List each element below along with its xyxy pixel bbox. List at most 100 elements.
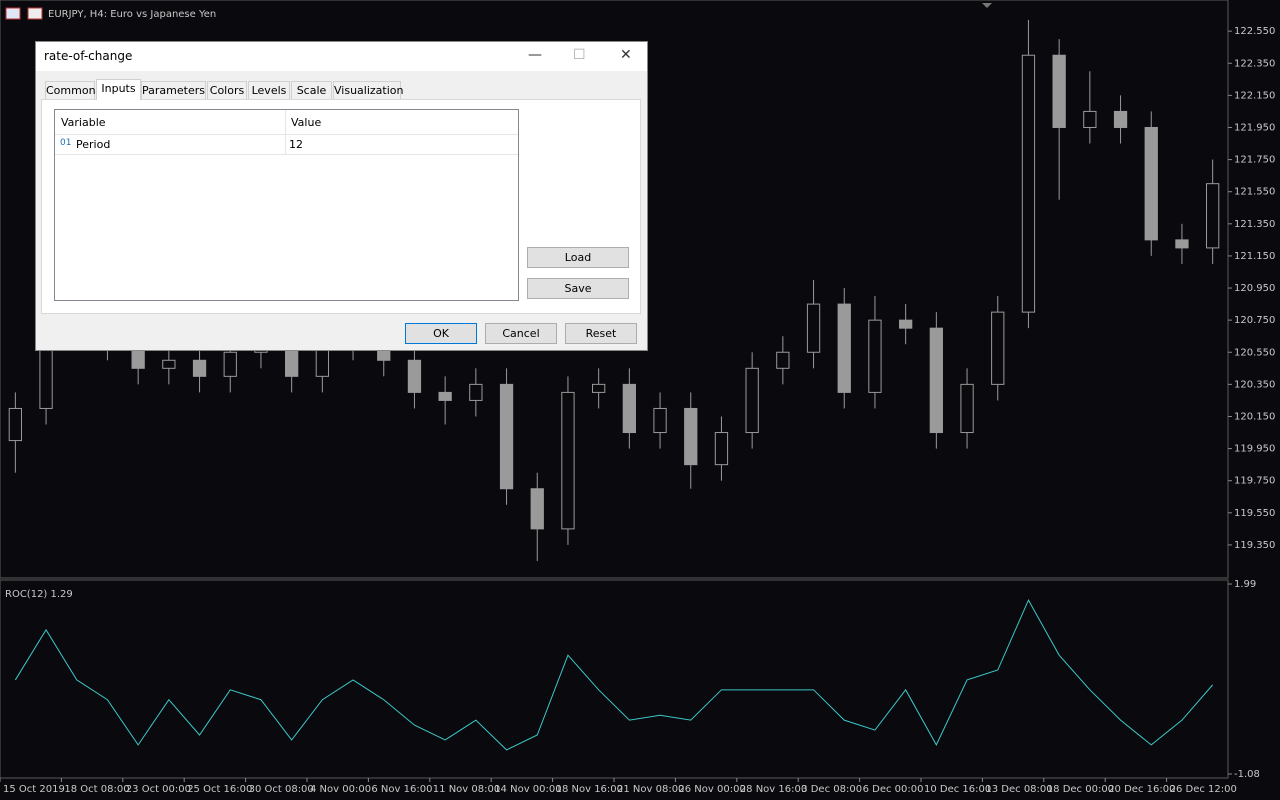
y-tick-label: 120.350 <box>1234 379 1275 390</box>
tab-pane: Variable Value 01 Period 12 <box>41 99 641 314</box>
candle-body <box>469 383 483 401</box>
candle-body <box>407 359 422 393</box>
candle-body <box>223 351 237 377</box>
x-tick-label: 18 Dec 00:00 <box>1047 784 1114 795</box>
x-tick-label: 25 Oct 16:00 <box>187 784 252 795</box>
chart-title: EURJPY, H4: Euro vs Japanese Yen <box>48 9 216 20</box>
shift-marker <box>982 3 992 8</box>
candle-body <box>499 383 514 490</box>
candle-body <box>806 303 821 353</box>
candle-body <box>8 407 22 442</box>
column-header: Value <box>291 116 322 129</box>
tab[interactable]: Levels <box>248 81 290 99</box>
candle-body <box>745 367 759 434</box>
x-tick-label: 28 Nov 16:00 <box>740 784 807 795</box>
column-header: Variable <box>61 116 106 129</box>
indicator-frame <box>0 579 1229 779</box>
x-tick-label: 15 Oct 2019 <box>3 784 65 795</box>
x-tick-label: 18 Nov 16:00 <box>556 784 623 795</box>
tab[interactable]: Common <box>45 81 96 99</box>
table-header <box>55 110 518 135</box>
candle-body <box>1083 110 1097 128</box>
y-tick-label: 120.750 <box>1234 315 1275 326</box>
button[interactable]: OK <box>405 323 477 344</box>
x-tick-label: 4 Nov 00:00 <box>310 784 371 795</box>
candle-body <box>1206 183 1220 249</box>
y-tick-label: 121.350 <box>1234 219 1275 230</box>
x-tick-label: 23 Oct 00:00 <box>126 784 191 795</box>
x-tick-label: 20 Dec 16:00 <box>1108 784 1175 795</box>
x-tick-label: 3 Dec 08:00 <box>801 784 862 795</box>
tab[interactable]: Inputs <box>96 79 141 100</box>
candle-body <box>991 311 1005 385</box>
candle-body <box>1113 110 1128 128</box>
y-tick-label: 120.550 <box>1234 347 1275 358</box>
x-tick-label: 13 Dec 08:00 <box>985 784 1052 795</box>
y-tick-label: 119.350 <box>1234 540 1275 551</box>
candle-body <box>1052 54 1066 128</box>
x-tick-label: 26 Dec 12:00 <box>1170 784 1237 795</box>
variable-name[interactable]: Period <box>76 138 111 151</box>
x-tick-label: 6 Nov 16:00 <box>371 784 432 795</box>
candle-body <box>653 407 667 434</box>
x-tick-label: 10 Dec 16:00 <box>924 784 991 795</box>
candle-body <box>899 319 913 329</box>
y-tick-label: 121.750 <box>1234 155 1275 166</box>
y-tick-label: 122.350 <box>1234 58 1275 69</box>
candle-body <box>1021 54 1036 313</box>
x-tick-label: 30 Oct 08:00 <box>249 784 314 795</box>
price-frame <box>0 0 1229 579</box>
y-tick-label: 122.550 <box>1234 26 1275 37</box>
candle-body <box>1144 126 1158 241</box>
tab[interactable]: Scale <box>291 81 332 99</box>
maximize[interactable]: ☐ <box>573 47 586 63</box>
candle-body <box>1175 239 1189 249</box>
x-tick-label: 21 Nov 08:00 <box>617 784 684 795</box>
candle-body <box>561 391 575 530</box>
minimize[interactable]: — <box>528 47 542 63</box>
y-tick-label: 120.950 <box>1234 283 1275 294</box>
button[interactable]: Save <box>527 278 629 299</box>
x-tick-label: 14 Nov 00:00 <box>494 784 561 795</box>
candle-body <box>192 359 207 377</box>
candle-body <box>592 383 606 393</box>
inputs-table: Variable Value 01 Period 12 <box>54 109 519 301</box>
y-tick-label: 121.150 <box>1234 251 1275 262</box>
y-tick-label: 121.550 <box>1234 187 1275 198</box>
y-tick-label: -1.08 <box>1234 769 1260 780</box>
x-tick-label: 6 Dec 00:00 <box>863 784 924 795</box>
indicator-line <box>14 598 1214 751</box>
close[interactable]: ✕ <box>620 47 632 63</box>
y-tick-label: 119.950 <box>1234 444 1275 455</box>
tab[interactable]: Visualization <box>333 81 403 99</box>
type-icon: 01 <box>60 138 72 148</box>
candle-body <box>530 488 544 530</box>
row-divider <box>55 154 518 155</box>
dialog: rate-of-change — ☐ ✕ Common Inputs Paramet… <box>35 41 648 351</box>
candle-body <box>929 327 943 434</box>
y-tick-label: 119.550 <box>1234 508 1275 519</box>
candle-body <box>960 383 974 434</box>
candle-body <box>868 319 882 393</box>
chart-title: ROC(12) 1.29 <box>5 589 73 600</box>
tab[interactable]: Parameters <box>141 81 206 99</box>
candle-body <box>837 303 851 393</box>
button[interactable]: Load <box>527 247 629 268</box>
icon <box>27 7 43 20</box>
variable-value[interactable]: 12 <box>289 138 303 151</box>
button[interactable]: Cancel <box>485 323 557 344</box>
candle-body <box>622 383 636 434</box>
candle-body <box>714 432 729 466</box>
dialog-title: rate-of-change <box>44 49 133 63</box>
x-tick-label: 18 Oct 08:00 <box>64 784 129 795</box>
candle-body <box>438 391 452 401</box>
button[interactable]: Reset <box>565 323 637 344</box>
icon <box>5 7 21 20</box>
y-tick-label: 122.150 <box>1234 90 1275 101</box>
tab[interactable]: Colors <box>207 81 247 99</box>
candle-body <box>776 351 790 369</box>
y-tick-label: 1.99 <box>1234 579 1256 590</box>
y-tick-label: 121.950 <box>1234 122 1275 133</box>
y-tick-label: 119.750 <box>1234 476 1275 487</box>
